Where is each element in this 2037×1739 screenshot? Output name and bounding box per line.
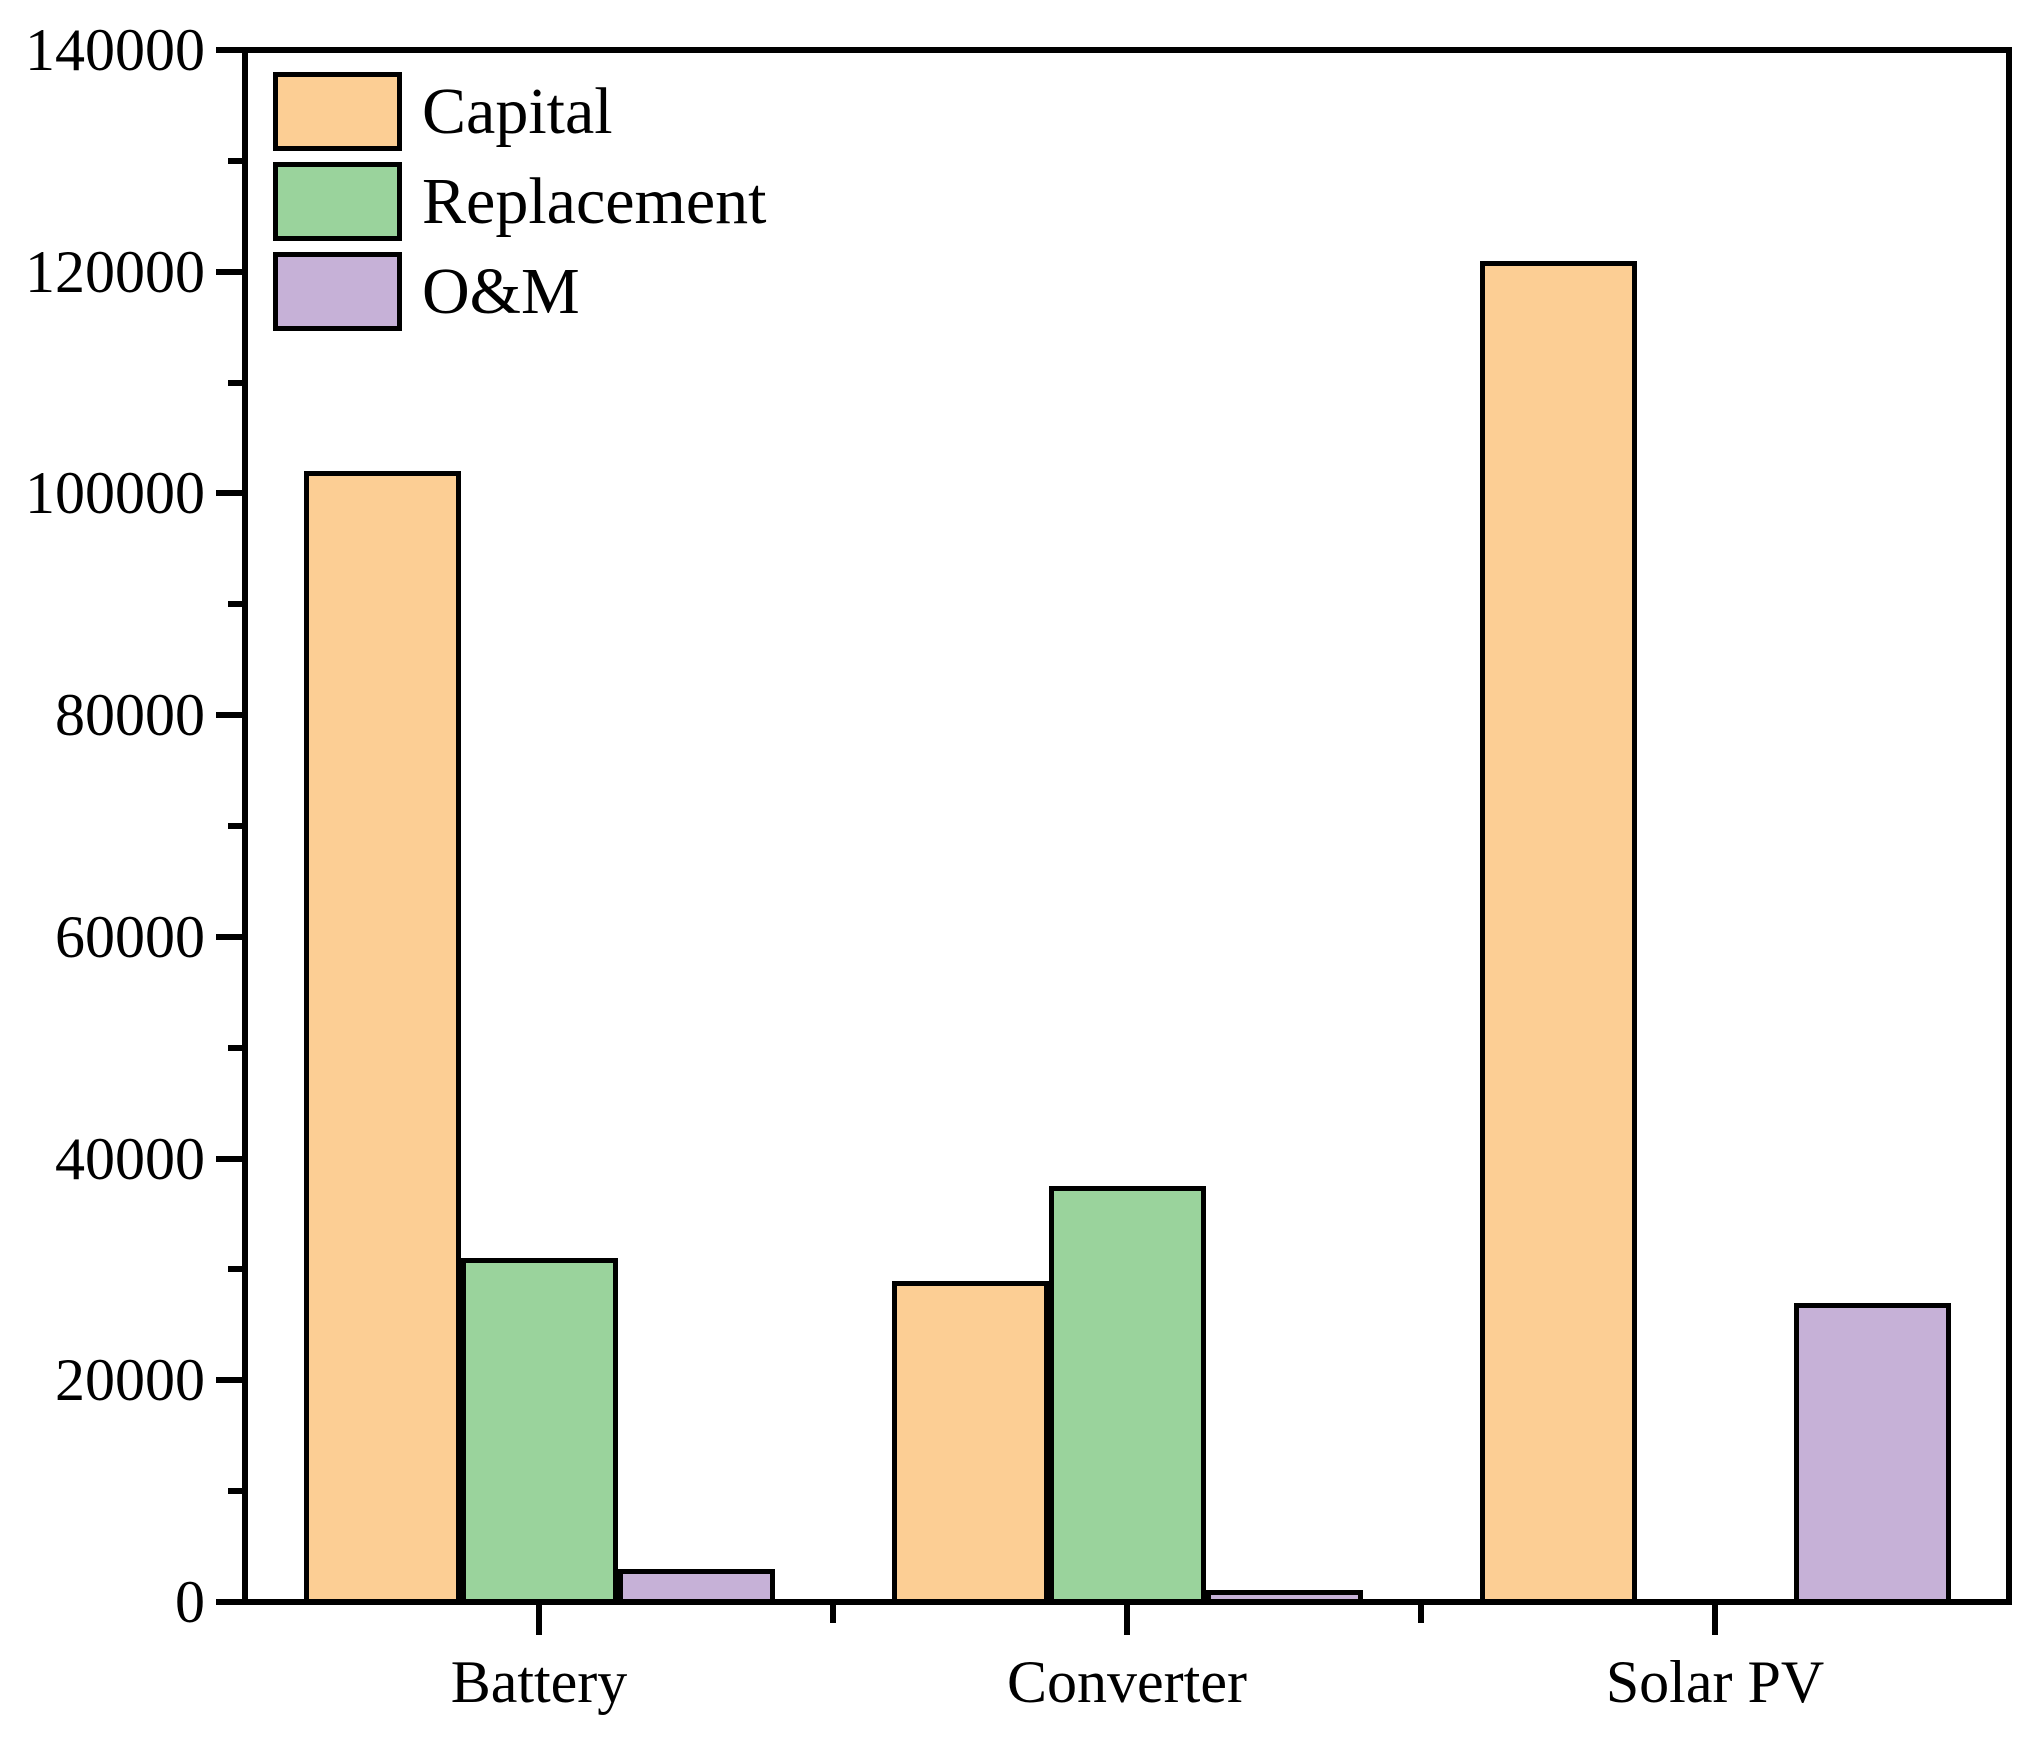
- y-tick-label: 40000: [55, 1125, 205, 1192]
- y-minor-tick: [228, 1266, 246, 1273]
- bar-converter-replacement: [1048, 1186, 1206, 1604]
- y-major-tick: [216, 268, 246, 275]
- bar-battery-capital: [303, 471, 461, 1604]
- x-category-label: Battery: [450, 1649, 628, 1715]
- y-tick-label: 120000: [25, 238, 205, 305]
- x-category-tick: [1712, 1599, 1718, 1635]
- y-tick-label: 140000: [25, 17, 205, 83]
- y-major-tick: [216, 1155, 246, 1162]
- legend-swatch-om: [273, 252, 402, 331]
- bar-solar-pv-o-m: [1793, 1302, 1951, 1604]
- legend-swatch-capital: [273, 72, 402, 151]
- legend-label-om: O&M: [422, 255, 580, 328]
- y-major-tick: [216, 490, 246, 497]
- y-minor-tick: [228, 823, 246, 829]
- y-tick-label: 60000: [55, 903, 205, 970]
- y-major-tick: [216, 1599, 246, 1605]
- bar-converter-o-m: [1205, 1589, 1363, 1604]
- legend-swatch-replacement: [273, 162, 402, 241]
- y-minor-tick: [228, 1044, 246, 1051]
- y-tick-label: 100000: [25, 460, 205, 527]
- legend-item-om: O&M: [273, 252, 767, 331]
- bar-battery-o-m: [617, 1568, 775, 1604]
- bar-converter-capital: [891, 1280, 1049, 1604]
- legend-label-capital: Capital: [422, 75, 613, 148]
- y-major-tick: [216, 712, 246, 719]
- bar-battery-replacement: [460, 1258, 618, 1604]
- x-category-label: Solar PV: [1605, 1649, 1825, 1715]
- y-tick-label: 80000: [55, 682, 205, 749]
- y-major-tick: [216, 1377, 246, 1384]
- y-minor-tick: [228, 1488, 246, 1495]
- y-major-tick: [216, 933, 246, 940]
- x-boundary-tick: [830, 1599, 836, 1623]
- x-category-tick: [1124, 1599, 1130, 1635]
- y-major-tick: [216, 47, 246, 53]
- legend-item-capital: Capital: [273, 72, 767, 151]
- y-tick-label: 20000: [55, 1347, 205, 1414]
- legend: Capital Replacement O&M: [273, 72, 767, 342]
- x-category-label: Converter: [1007, 1649, 1247, 1715]
- x-boundary-tick: [1418, 1599, 1424, 1623]
- y-minor-tick: [228, 157, 246, 164]
- y-minor-tick: [228, 379, 246, 386]
- legend-label-replacement: Replacement: [422, 165, 767, 238]
- y-minor-tick: [228, 601, 246, 608]
- bar-solar-pv-capital: [1479, 260, 1637, 1604]
- x-category-tick: [536, 1599, 542, 1635]
- legend-item-replacement: Replacement: [273, 162, 767, 241]
- y-tick-label: 0: [175, 1569, 205, 1635]
